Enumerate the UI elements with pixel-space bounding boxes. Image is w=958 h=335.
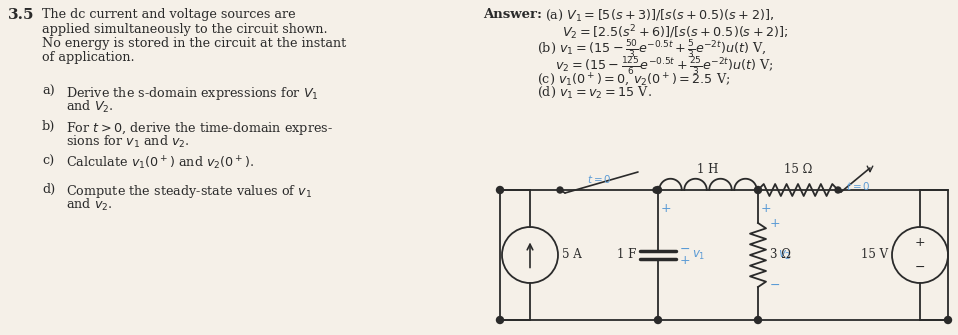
Text: Answer:: Answer: [483,8,542,21]
Text: −: − [915,261,925,274]
Text: 15 V: 15 V [861,249,888,262]
Text: $v_2$: $v_2$ [778,249,791,262]
Circle shape [496,187,504,194]
Text: and $v_2$.: and $v_2$. [66,197,112,213]
Circle shape [496,317,504,324]
Text: +: + [680,254,691,267]
Text: −: − [680,243,691,256]
Text: Derive the s-domain expressions for $V_1$: Derive the s-domain expressions for $V_1… [66,85,319,102]
Text: of application.: of application. [42,52,135,65]
Text: (d) $v_1 = v_2 = 15$ V.: (d) $v_1 = v_2 = 15$ V. [537,85,652,100]
Text: $v_2 = (15 - \frac{125}{6}e^{-0.5t} + \frac{25}{3}e^{-2t})u(t)$ V;: $v_2 = (15 - \frac{125}{6}e^{-0.5t} + \f… [555,55,774,77]
Circle shape [653,187,659,193]
Text: sions for $v_1$ and $v_2$.: sions for $v_1$ and $v_2$. [66,134,190,150]
Text: $v_1$: $v_1$ [692,249,705,262]
Text: The dc current and voltage sources are: The dc current and voltage sources are [42,8,296,21]
Text: +: + [915,236,925,249]
Text: d): d) [42,183,56,196]
Text: −: − [770,279,781,292]
Circle shape [654,187,662,194]
Circle shape [835,187,841,193]
Text: For $t > 0$, derive the time-domain expres-: For $t > 0$, derive the time-domain expr… [66,120,333,137]
Circle shape [755,187,762,194]
Text: 1 H: 1 H [697,163,718,176]
Text: +: + [661,202,672,215]
Circle shape [945,317,951,324]
Text: 5 A: 5 A [562,249,582,262]
Text: Compute the steady-state values of $v_1$: Compute the steady-state values of $v_1$ [66,183,312,200]
Text: (a) $V_1 = [5(s + 3)]/[s(s + 0.5)(s + 2)],$: (a) $V_1 = [5(s + 3)]/[s(s + 0.5)(s + 2)… [545,8,774,23]
Text: $V_2 = [2.5(s^2 + 6)]/[s(s + 0.5)(s + 2)];$: $V_2 = [2.5(s^2 + 6)]/[s(s + 0.5)(s + 2)… [562,23,788,42]
Text: a): a) [42,85,55,98]
Text: and $V_2$.: and $V_2$. [66,98,114,115]
Text: c): c) [42,155,55,168]
Text: $t = 0$: $t = 0$ [846,180,870,192]
Text: (c) $v_1(0^+) = 0$, $v_2(0^+) = 2.5$ V;: (c) $v_1(0^+) = 0$, $v_2(0^+) = 2.5$ V; [537,71,730,88]
Text: 15 Ω: 15 Ω [784,163,812,176]
Text: (b) $v_1 = (15 - \frac{50}{3}e^{-0.5t} + \frac{5}{3}e^{-2t})u(t)$ V,: (b) $v_1 = (15 - \frac{50}{3}e^{-0.5t} +… [537,38,766,60]
Text: +: + [761,202,771,215]
Circle shape [755,317,762,324]
Circle shape [557,187,563,193]
Text: b): b) [42,120,56,133]
Text: 1 F: 1 F [617,249,636,262]
Text: 3 Ω: 3 Ω [770,249,791,262]
Text: Calculate $v_1(0^+)$ and $v_2(0^+)$.: Calculate $v_1(0^+)$ and $v_2(0^+)$. [66,155,254,173]
Circle shape [654,317,662,324]
Text: +: + [770,217,781,230]
Text: 3.5: 3.5 [8,8,34,22]
Text: applied simultaneously to the circuit shown.: applied simultaneously to the circuit sh… [42,22,328,36]
Text: No energy is stored in the circuit at the instant: No energy is stored in the circuit at th… [42,37,346,50]
Text: $t = 0$: $t = 0$ [586,173,611,185]
